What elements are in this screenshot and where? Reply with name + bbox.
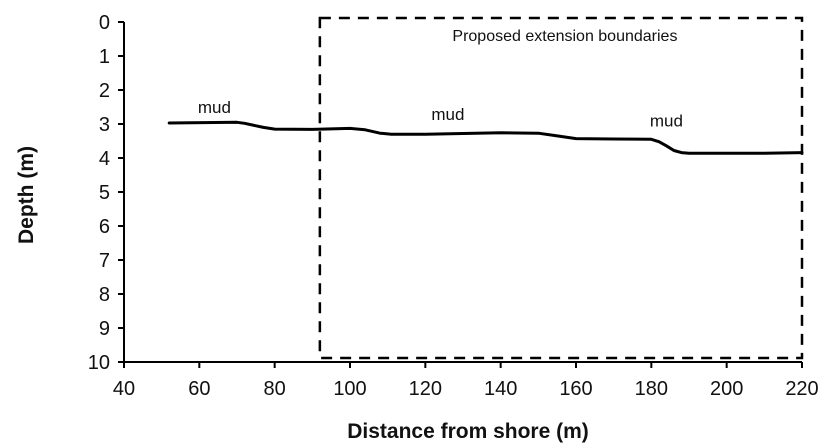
- annotation-mud: mud: [198, 98, 231, 117]
- y-tick-label: 5: [99, 182, 110, 204]
- y-axis-title: Depth (m): [15, 146, 38, 244]
- y-tick-label: 0: [99, 12, 110, 34]
- y-tick-label: 10: [88, 352, 110, 374]
- x-axis-title: Distance from shore (m): [347, 420, 589, 443]
- y-tick-label: 1: [99, 46, 110, 68]
- boundary-box-label: Proposed extension boundaries: [452, 28, 677, 45]
- annotation-mud: mud: [431, 105, 464, 124]
- axes: [123, 22, 802, 363]
- proposed-extension-boundary-box: [318, 16, 804, 360]
- y-tick-label: 8: [99, 284, 110, 306]
- x-tick-label: 120: [409, 378, 442, 400]
- y-tick-label: 9: [99, 318, 110, 340]
- x-tick-label: 220: [785, 378, 818, 400]
- y-tick-label: 3: [99, 114, 110, 136]
- y-ticks: 0 1 2 3 4 5 6 7 8 9 10: [88, 12, 124, 374]
- y-tick-label: 6: [99, 216, 110, 238]
- x-tick-label: 140: [484, 378, 517, 400]
- x-ticks: 40 60 80 100 120 140 160 180 200 220: [113, 362, 819, 400]
- x-tick-label: 60: [188, 378, 210, 400]
- y-tick-label: 7: [99, 250, 110, 272]
- depth-profile-line: [167, 120, 804, 155]
- x-tick-label: 180: [635, 378, 668, 400]
- x-tick-label: 40: [113, 378, 135, 400]
- x-tick-label: 100: [333, 378, 366, 400]
- x-tick-label: 80: [264, 378, 286, 400]
- annotation-mud: mud: [650, 112, 683, 131]
- x-tick-label: 200: [710, 378, 743, 400]
- annotations: mud mud mud: [198, 98, 683, 131]
- x-tick-label: 160: [559, 378, 592, 400]
- y-tick-label: 2: [99, 80, 110, 102]
- y-tick-label: 4: [99, 148, 110, 170]
